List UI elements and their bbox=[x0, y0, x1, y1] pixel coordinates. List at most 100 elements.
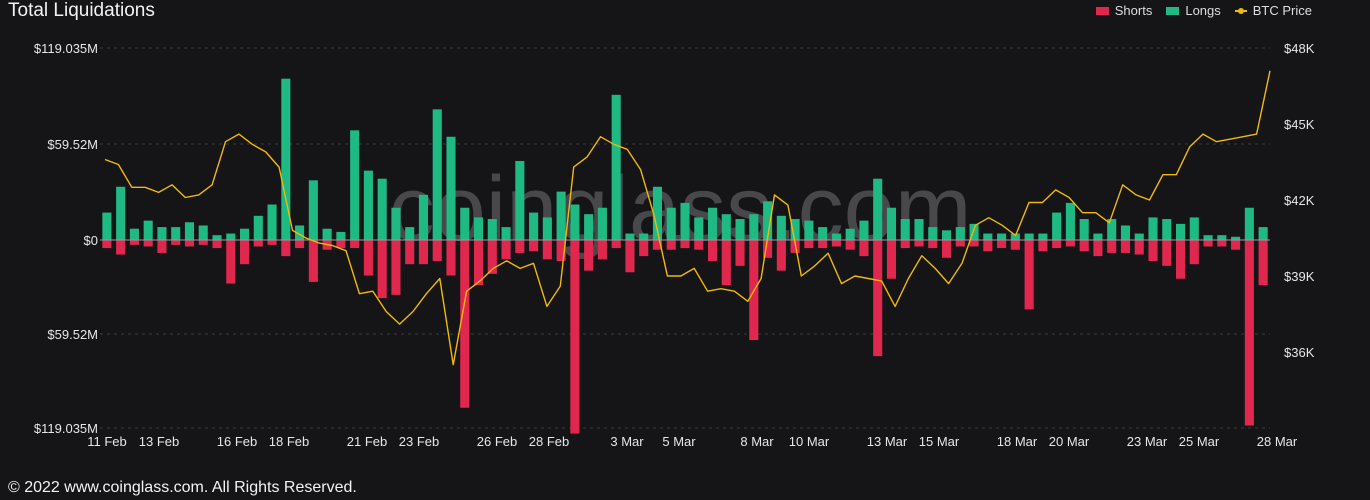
bar-longs bbox=[886, 207, 897, 240]
bar-longs bbox=[281, 78, 291, 240]
bar-shorts bbox=[1244, 240, 1254, 426]
bar-shorts bbox=[377, 240, 387, 299]
bar-longs bbox=[666, 207, 676, 240]
bar-longs bbox=[680, 202, 690, 240]
bar-shorts bbox=[157, 240, 167, 253]
bar-shorts bbox=[570, 240, 580, 434]
y-right-tick-label: $42K bbox=[1284, 193, 1315, 208]
x-tick-label: 16 Feb bbox=[217, 434, 257, 449]
bar-shorts bbox=[1189, 240, 1199, 265]
bar-longs bbox=[487, 219, 497, 240]
bar-shorts bbox=[542, 240, 552, 260]
bar-longs bbox=[129, 228, 139, 240]
bar-shorts bbox=[102, 240, 112, 249]
x-tick-label: 13 Mar bbox=[867, 434, 908, 449]
bar-shorts bbox=[997, 240, 1007, 249]
bar-longs bbox=[1093, 233, 1103, 240]
x-tick-label: 11 Feb bbox=[87, 434, 127, 449]
bar-shorts bbox=[804, 240, 814, 249]
bar-longs bbox=[1052, 212, 1062, 240]
copyright-footer: © 2022 www.coinglass.com. All Rights Res… bbox=[8, 479, 357, 496]
bar-longs bbox=[460, 207, 470, 240]
bar-shorts bbox=[584, 240, 594, 271]
legend-swatch-shorts bbox=[1095, 6, 1109, 15]
bar-longs bbox=[143, 220, 153, 240]
y-left-tick-label: $59.52M bbox=[47, 327, 98, 342]
bar-shorts bbox=[405, 240, 415, 265]
bar-shorts bbox=[1065, 240, 1075, 247]
bar-shorts bbox=[914, 240, 924, 247]
bar-longs bbox=[1203, 235, 1213, 240]
legend-item-btc-price[interactable]: BTC Price bbox=[1234, 3, 1312, 18]
x-tick-label: 10 Mar bbox=[789, 434, 830, 449]
bar-longs bbox=[253, 215, 263, 240]
bar-longs bbox=[749, 214, 759, 240]
bar-longs bbox=[1148, 217, 1158, 240]
x-tick-label: 25 Mar bbox=[1179, 434, 1220, 449]
bar-longs bbox=[405, 227, 415, 240]
bar-longs bbox=[212, 235, 222, 240]
x-tick-label: 3 Mar bbox=[610, 434, 644, 449]
bar-longs bbox=[873, 178, 883, 240]
chart-title: Total Liquidations bbox=[8, 0, 155, 21]
bar-shorts bbox=[515, 240, 525, 253]
bar-longs bbox=[597, 207, 607, 240]
bar-longs bbox=[501, 227, 511, 240]
bar-shorts bbox=[363, 240, 373, 276]
bar-shorts bbox=[859, 240, 869, 257]
bar-longs bbox=[432, 109, 442, 240]
bar-shorts bbox=[763, 240, 773, 258]
bar-shorts bbox=[501, 240, 511, 260]
bar-longs bbox=[914, 219, 924, 240]
legend-item-longs[interactable]: Longs bbox=[1166, 3, 1221, 18]
bar-longs bbox=[350, 130, 360, 240]
bar-longs bbox=[267, 204, 277, 240]
bar-shorts bbox=[295, 240, 305, 249]
bar-shorts bbox=[886, 240, 897, 279]
bar-longs bbox=[239, 228, 250, 240]
bar-longs bbox=[1038, 233, 1048, 240]
x-tick-label: 23 Feb bbox=[399, 434, 439, 449]
bar-longs bbox=[336, 231, 346, 240]
bar-shorts bbox=[226, 240, 236, 284]
bar-longs bbox=[763, 201, 773, 240]
bar-shorts bbox=[625, 240, 635, 273]
bar-longs bbox=[818, 227, 828, 240]
bar-shorts bbox=[198, 240, 208, 245]
bar-longs bbox=[1134, 233, 1144, 240]
bar-shorts bbox=[308, 240, 318, 282]
bar-longs bbox=[1010, 233, 1020, 240]
bar-longs bbox=[928, 227, 938, 240]
bar-shorts bbox=[171, 240, 181, 245]
bar-shorts bbox=[529, 240, 539, 252]
y-left-tick-label: $0 bbox=[84, 233, 98, 248]
bar-longs bbox=[570, 204, 580, 240]
bar-shorts bbox=[1203, 240, 1213, 247]
bar-shorts bbox=[239, 240, 250, 265]
bar-shorts bbox=[652, 240, 663, 250]
legend-item-shorts[interactable]: Shorts bbox=[1095, 3, 1152, 18]
bar-shorts bbox=[1093, 240, 1103, 257]
bar-shorts bbox=[845, 240, 855, 250]
bar-longs bbox=[116, 186, 126, 240]
bar-longs bbox=[625, 233, 635, 240]
bar-shorts bbox=[129, 240, 139, 245]
bar-shorts bbox=[143, 240, 153, 247]
bar-longs bbox=[845, 228, 855, 240]
x-tick-label: 18 Feb bbox=[269, 434, 309, 449]
bar-shorts bbox=[1217, 240, 1227, 247]
bar-longs bbox=[983, 233, 993, 240]
bar-longs bbox=[473, 217, 484, 240]
bar-shorts bbox=[418, 240, 429, 265]
bar-longs bbox=[735, 219, 745, 240]
y-left-tick-label: $119.035M bbox=[34, 421, 98, 436]
bar-longs bbox=[1107, 219, 1117, 240]
bar-shorts bbox=[694, 240, 704, 250]
bar-longs bbox=[584, 214, 594, 240]
bar-longs bbox=[363, 170, 373, 240]
bar-shorts bbox=[1052, 240, 1062, 249]
bar-longs bbox=[308, 180, 318, 240]
bar-shorts bbox=[336, 240, 346, 249]
bar-shorts bbox=[1134, 240, 1144, 255]
bar-longs bbox=[955, 227, 965, 240]
